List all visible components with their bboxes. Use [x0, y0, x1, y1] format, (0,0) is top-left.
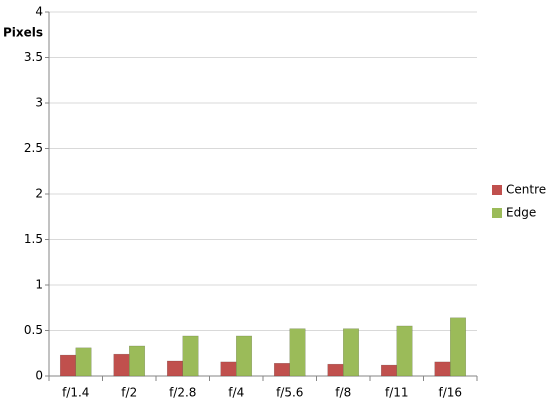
bar	[75, 347, 92, 377]
x-tick-label: f/8	[335, 386, 351, 400]
y-tick-label: 0.5	[24, 323, 43, 337]
y-tick-label: 0	[35, 369, 43, 383]
x-tick-label: f/16	[438, 386, 462, 400]
bar	[166, 360, 184, 377]
bar	[273, 363, 290, 377]
bar	[380, 364, 397, 377]
y-tick-label: 1	[35, 278, 43, 292]
bar	[129, 345, 146, 377]
bar	[289, 328, 306, 377]
y-tick-label: 3	[35, 96, 43, 110]
x-tick-label: f/1.4	[62, 386, 89, 400]
legend-label: Edge	[506, 206, 536, 220]
y-tick-label: 2	[35, 187, 43, 201]
x-tick-label: f/2.8	[169, 386, 196, 400]
y-tick-label: 2.5	[24, 141, 43, 155]
bar	[236, 335, 253, 377]
bar	[59, 354, 77, 377]
x-tick-label: f/2	[121, 386, 137, 400]
bar	[434, 361, 451, 377]
bar	[220, 361, 237, 377]
y-tick-label: 3.5	[24, 50, 43, 64]
x-tick-label: f/4	[228, 386, 244, 400]
y-axis-label: Pixels	[3, 26, 43, 40]
y-tick-label: 4	[35, 5, 43, 19]
bar	[327, 363, 344, 377]
legend-swatch	[492, 208, 502, 218]
bar	[113, 353, 130, 377]
bar	[450, 317, 467, 377]
bar	[182, 335, 199, 377]
legend-label: Centre	[506, 183, 546, 197]
bar	[343, 328, 360, 377]
y-tick-label: 1.5	[24, 232, 43, 246]
x-tick-label: f/5.6	[276, 386, 303, 400]
bar	[396, 325, 413, 377]
legend-swatch	[492, 185, 502, 195]
x-tick-label: f/11	[385, 386, 409, 400]
